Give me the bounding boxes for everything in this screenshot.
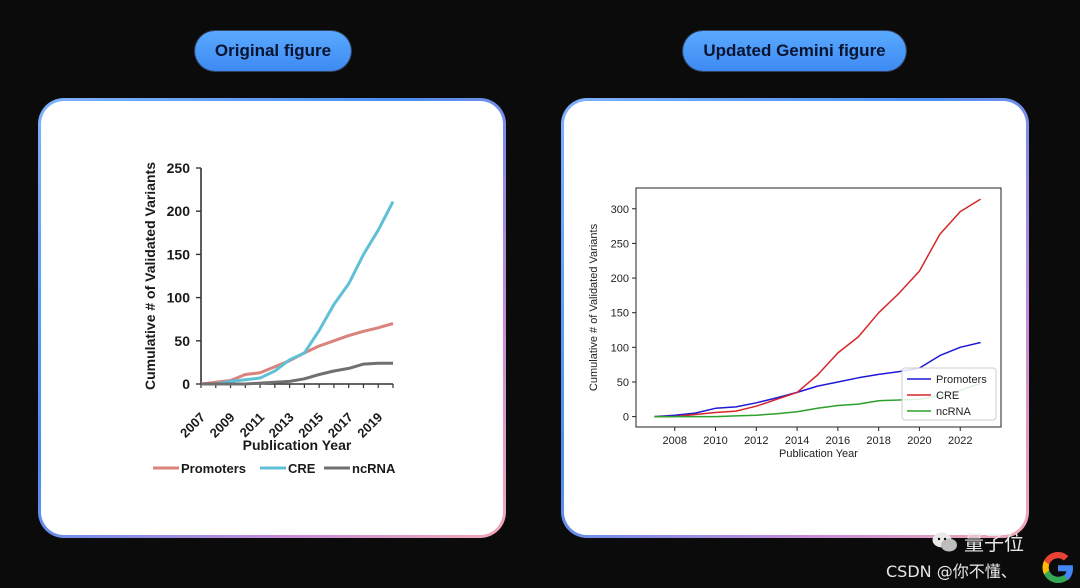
y-axis-title: Cumulative # of Validated Variants [142, 162, 158, 390]
y-tick-label: 250 [611, 238, 629, 250]
x-tick-label: 2013 [266, 410, 297, 441]
y-tick-label: 50 [617, 377, 629, 389]
x-tick-label: 2020 [907, 435, 931, 447]
watermark-credit-text: CSDN @你不懂、 [886, 562, 1017, 581]
x-tick-label: 2009 [207, 410, 238, 441]
wechat-icon [932, 532, 957, 551]
y-tick-label: 150 [167, 246, 191, 262]
y-tick-label: 100 [167, 290, 191, 306]
series-line-ncrna [201, 361, 393, 386]
original-figure-label: Original figure [195, 31, 351, 71]
x-tick-label: 2011 [237, 410, 268, 441]
x-tick-label: 2017 [325, 410, 356, 441]
google-g-icon [1042, 552, 1073, 583]
y-tick-label: 300 [611, 204, 629, 216]
series-line-promoters [200, 322, 394, 386]
watermark-brand: 量子位 [932, 527, 1024, 556]
y-tick-label: 50 [174, 333, 190, 349]
y-tick-label: 0 [623, 412, 629, 424]
legend-box [901, 367, 997, 421]
gemini-figure-card: 0 50 100 150 200 250 300 2008 2010 2012 2014 2016 20… [561, 98, 1029, 538]
legend-label: ncRNA [936, 406, 972, 418]
x-axis-title: Publication Year [779, 448, 858, 460]
series-line-promoters [654, 341, 981, 418]
series-line-cre [654, 198, 981, 418]
x-tick-label: 2010 [703, 435, 727, 447]
x-tick-label: 2016 [826, 435, 850, 447]
y-tick-label: 200 [611, 273, 629, 285]
watermark-credit: CSDN @你不懂、 [886, 558, 1017, 582]
x-tick-label: 2012 [744, 435, 768, 447]
x-tick-label: 2022 [948, 435, 972, 447]
legend-label: CRE [288, 461, 316, 476]
updated-figure-label: Updated Gemini figure [683, 31, 906, 71]
legend-label: Promoters [181, 461, 246, 476]
y-tick-label: 100 [611, 342, 629, 354]
x-tick-label: 2015 [295, 410, 326, 441]
original-figure-card: 0 50 100 150 200 250 2007 2009 2011 2013 2015 2017 2… [38, 98, 506, 538]
x-tick-label: 2019 [354, 410, 385, 441]
y-tick-label: 250 [167, 160, 191, 176]
series-line-cre [201, 201, 395, 386]
legend-label: Promoters [936, 374, 987, 386]
legend-label: CRE [936, 390, 959, 402]
y-tick-label: 0 [182, 376, 190, 392]
y-tick-label: 150 [611, 308, 629, 320]
x-tick-label: 2018 [866, 435, 890, 447]
watermark-brand-text: 量子位 [964, 531, 1024, 555]
x-tick-label: 2008 [663, 435, 687, 447]
y-tick-label: 200 [167, 203, 191, 219]
plot-frame [635, 187, 1002, 428]
x-tick-label: 2007 [177, 410, 208, 441]
gemini-chart: 0 50 100 150 200 250 300 2008 2010 2012 2014 2016 20… [588, 187, 1002, 460]
x-tick-label: 2014 [785, 435, 809, 447]
original-chart: 0 50 100 150 200 250 2007200920112013201520172… [142, 160, 396, 476]
y-axis-title: Cumulative # of Validated Variants [588, 223, 600, 391]
x-axis-title: Publication Year [243, 437, 352, 453]
legend-label: ncRNA [352, 461, 396, 476]
